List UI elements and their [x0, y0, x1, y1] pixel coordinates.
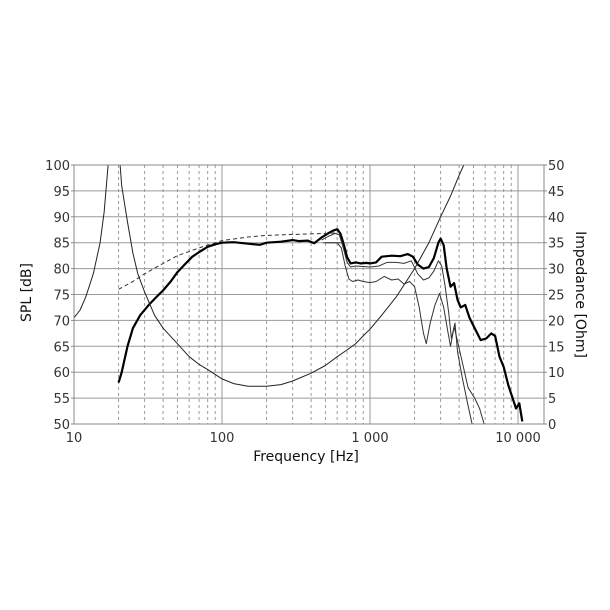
y-tick-label: 75 [53, 289, 70, 304]
tick-labels: 50 55 60 65 70 75 80 85 90 95 100 0 5 10 15 20 25 30 35 40 4… [45, 159, 564, 446]
series-spl-off-axis-2-thin- [325, 242, 485, 425]
y-tick-label: 100 [45, 159, 70, 174]
x-tick-label: 100 [210, 431, 235, 446]
y-tick-label: 90 [53, 211, 70, 226]
x-axis-title: Frequency [Hz] [253, 449, 359, 465]
series-spl-simulated-dashed- [118, 232, 338, 290]
y2-tick-label: 0 [548, 418, 556, 433]
y-tick-label: 95 [53, 185, 70, 200]
grid [74, 165, 544, 424]
y-tick-label: 50 [53, 418, 70, 433]
y2-tick-label: 20 [548, 314, 565, 329]
y-tick-label: 70 [53, 314, 70, 329]
y-tick-label: 65 [53, 340, 70, 355]
y2-axis-title: Impedance [Ohm] [572, 231, 588, 358]
y2-tick-label: 45 [548, 185, 565, 200]
y2-tick-label: 35 [548, 237, 565, 252]
series-spl-on-axis-bold- [117, 228, 524, 422]
x-tick-label: 10 000 [495, 431, 541, 446]
y2-tick-label: 25 [548, 289, 565, 304]
y-tick-label: 80 [53, 263, 70, 278]
y2-tick-label: 50 [548, 159, 565, 174]
y2-tick-label: 15 [548, 340, 565, 355]
y-tick-label: 55 [53, 392, 70, 407]
y2-tick-label: 5 [548, 392, 556, 407]
y-tick-label: 85 [53, 237, 70, 252]
y2-tick-label: 10 [548, 366, 565, 381]
y-axis-title: SPL [dB] [19, 263, 35, 322]
y2-tick-label: 40 [548, 211, 565, 226]
x-tick-label: 1 000 [351, 431, 388, 446]
x-tick-label: 10 [66, 431, 83, 446]
y-tick-label: 60 [53, 366, 70, 381]
y2-tick-label: 30 [548, 263, 565, 278]
